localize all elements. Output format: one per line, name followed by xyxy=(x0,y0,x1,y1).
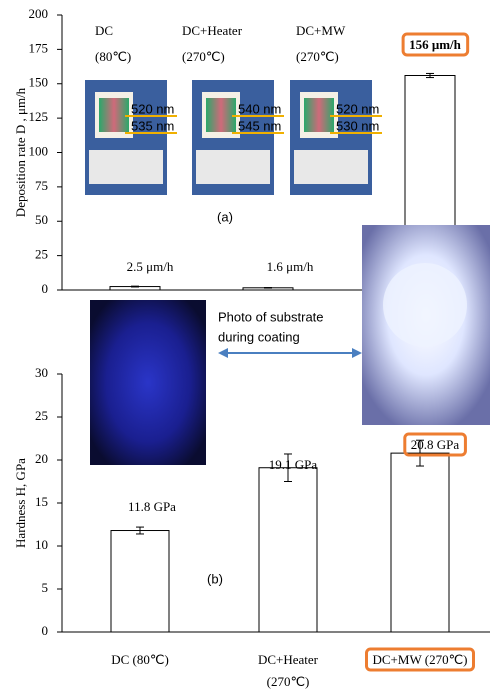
y-tick-label: 0 xyxy=(42,281,49,296)
bar xyxy=(259,468,317,632)
category-label: DC xyxy=(95,23,113,38)
annotation: during coating xyxy=(218,329,300,344)
y-tick-label: 20 xyxy=(35,451,48,466)
x-tick-label: DC+MW (270℃) xyxy=(373,652,468,667)
category-note: (80℃) xyxy=(95,49,131,64)
category-label: DC+Heater xyxy=(182,23,243,38)
y-tick-label: 200 xyxy=(29,6,49,21)
photo-label: 545 nm xyxy=(238,118,281,133)
y-tick-label: 10 xyxy=(35,537,48,552)
figure: 0255075100125150175200Deposition rate D … xyxy=(0,0,494,691)
film xyxy=(206,98,236,132)
value-label: 19.1 GPa xyxy=(269,457,318,472)
y-tick-label: 25 xyxy=(35,247,48,262)
ruler xyxy=(89,150,163,184)
y-tick-label: 30 xyxy=(35,365,48,380)
y-tick-label: 0 xyxy=(42,623,49,638)
ruler xyxy=(196,150,270,184)
x-tick-label: DC (80℃) xyxy=(111,652,169,667)
panel-label: (a) xyxy=(217,209,233,224)
photo-label: 530 nm xyxy=(336,118,379,133)
photo-label: 535 nm xyxy=(131,118,174,133)
annotation: Photo of substrate xyxy=(218,309,324,324)
y-axis-label: Hardness H, GPa xyxy=(13,458,28,548)
y-tick-label: 125 xyxy=(29,109,49,124)
value-label: 20.8 GPa xyxy=(411,437,460,452)
bar xyxy=(391,453,449,632)
bar xyxy=(111,531,169,632)
y-tick-label: 50 xyxy=(35,212,48,227)
x-tick-label: DC+Heater xyxy=(258,652,319,667)
photo-mw-sample xyxy=(383,263,467,347)
category-note: (270℃) xyxy=(296,49,339,64)
ruler xyxy=(294,150,368,184)
panel-label: (b) xyxy=(207,571,223,586)
x-tick-label: (270℃) xyxy=(267,674,310,689)
photo-dc xyxy=(90,300,206,465)
y-axis-label: Deposition rate D , μm/h xyxy=(13,87,28,217)
value-label: 2.5 μm/h xyxy=(127,259,174,274)
category-label: DC+MW xyxy=(296,23,346,38)
film xyxy=(304,98,334,132)
y-tick-label: 150 xyxy=(29,75,49,90)
photo-label: 540 nm xyxy=(238,101,281,116)
y-tick-label: 100 xyxy=(29,143,49,158)
y-tick-label: 25 xyxy=(35,408,48,423)
y-tick-label: 175 xyxy=(29,40,49,55)
y-tick-label: 15 xyxy=(35,494,48,509)
film xyxy=(99,98,129,132)
value-label: 1.6 μm/h xyxy=(267,259,314,274)
photo-label: 520 nm xyxy=(131,101,174,116)
value-label: 11.8 GPa xyxy=(128,499,176,514)
photo-label: 520 nm xyxy=(336,101,379,116)
category-note: (270℃) xyxy=(182,49,225,64)
y-tick-label: 5 xyxy=(42,580,49,595)
y-tick-label: 75 xyxy=(35,178,48,193)
value-label: 156 μm/h xyxy=(409,37,462,52)
